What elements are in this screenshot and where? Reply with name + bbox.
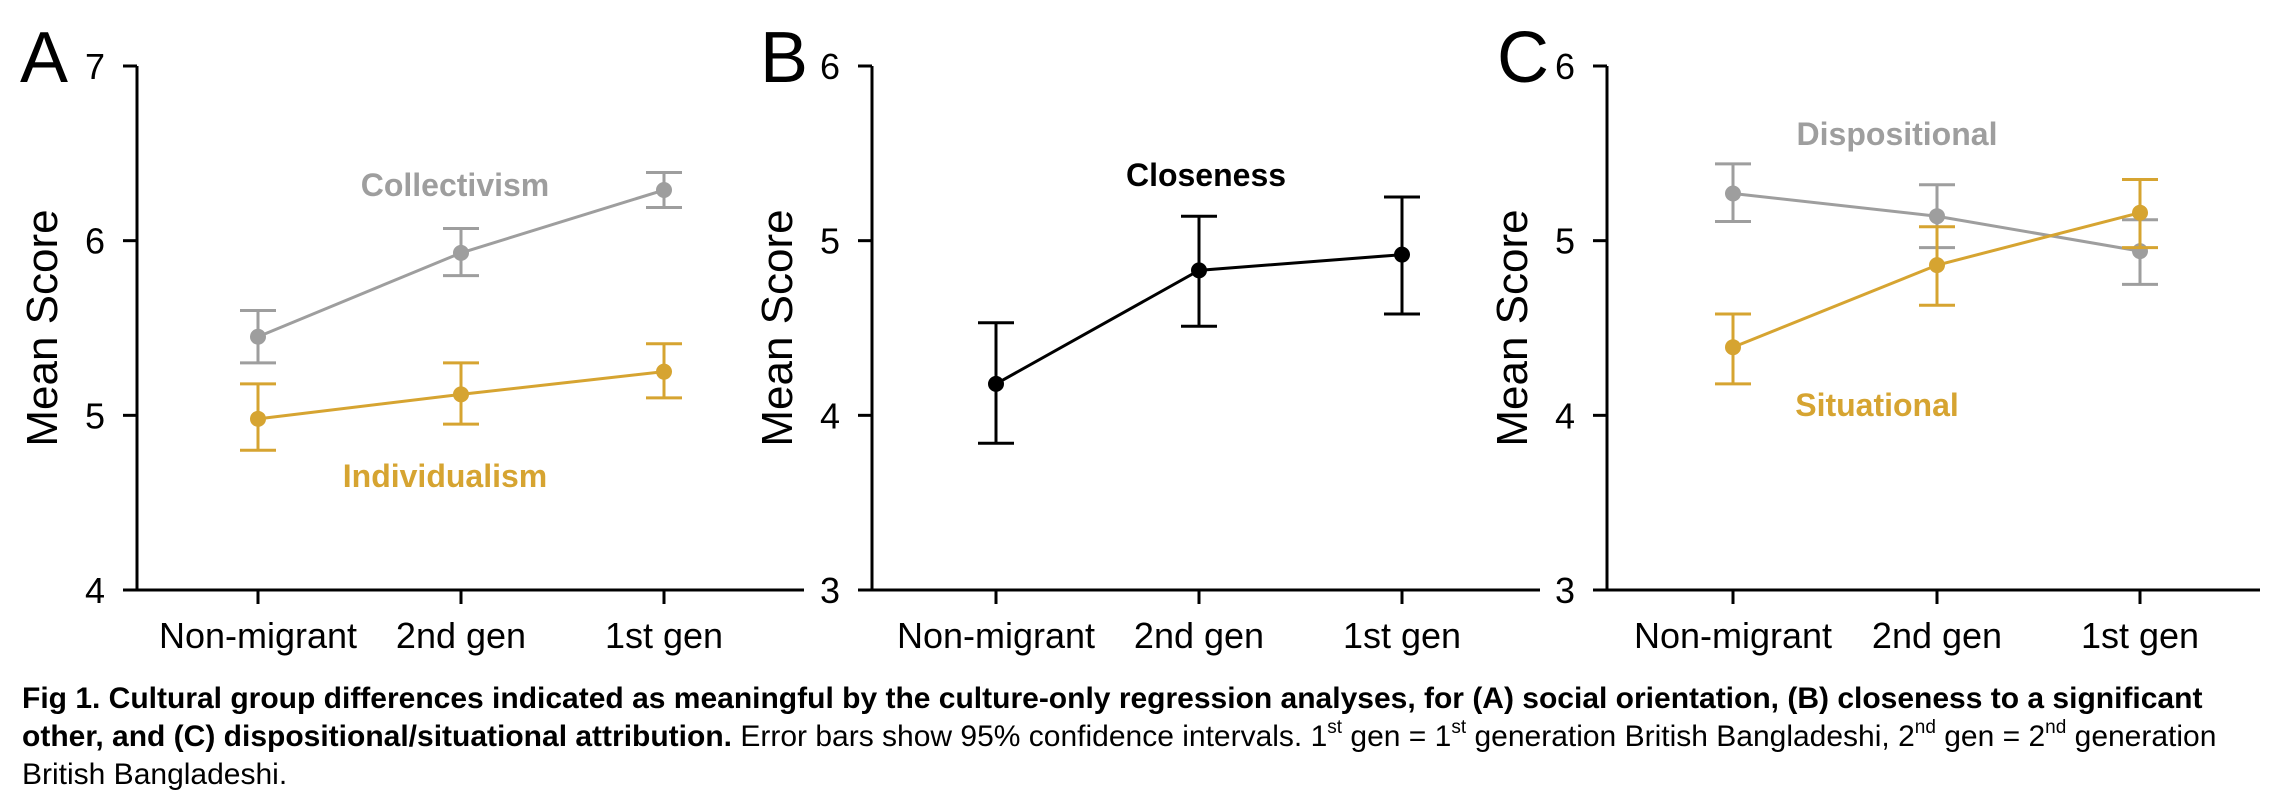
data-point bbox=[1725, 339, 1741, 356]
caption-text-5: generation British Bangladeshi. bbox=[22, 720, 2217, 791]
caption-sup-3: nd bbox=[1914, 717, 1936, 738]
caption-lead: Fig 1. Cultural group differences indica… bbox=[22, 682, 2203, 753]
data-point bbox=[1929, 208, 1945, 225]
y-tick-label: 3 bbox=[820, 570, 840, 611]
series-label: Individualism bbox=[343, 458, 547, 494]
data-point bbox=[656, 182, 672, 199]
panel-letter: A bbox=[20, 18, 68, 98]
x-tick-label: 1st gen bbox=[1343, 615, 1461, 656]
data-point bbox=[1191, 262, 1207, 279]
y-tick-label: 6 bbox=[85, 221, 105, 262]
caption-text-1: Error bars show 95% confidence intervals… bbox=[732, 720, 1328, 753]
x-tick-label: 2nd gen bbox=[396, 615, 526, 656]
x-tick-label: 1st gen bbox=[2081, 615, 2199, 656]
y-tick-label: 4 bbox=[85, 570, 105, 611]
data-point bbox=[1394, 246, 1410, 263]
series-label: Dispositional bbox=[1797, 116, 1998, 152]
caption-text-3: generation British Bangladeshi, 2 bbox=[1466, 720, 1915, 753]
caption-text-2: gen = 1 bbox=[1342, 720, 1452, 753]
caption-sup-1: st bbox=[1327, 717, 1343, 738]
panel-letter: B bbox=[760, 18, 808, 98]
data-point bbox=[453, 244, 469, 261]
data-point bbox=[1929, 257, 1945, 274]
y-tick-label: 6 bbox=[820, 46, 840, 87]
chart-panel-a: A 4 5 6 7 Non-migrant 2nd gen 1st gen Mean Score… bbox=[18, 18, 804, 656]
chart-panel-c: C 3 4 5 6 Non-migrant 2nd gen 1st gen Mean Score… bbox=[1488, 18, 2260, 656]
series-dispositional: Dispositional bbox=[1715, 116, 2158, 286]
y-axis-label: Mean Score bbox=[1488, 209, 1537, 446]
data-point bbox=[250, 328, 266, 345]
y-tick-label: 5 bbox=[85, 395, 105, 436]
caption-sup-4: nd bbox=[2045, 717, 2067, 738]
y-tick-label: 4 bbox=[820, 395, 840, 436]
data-point bbox=[453, 386, 469, 403]
data-point bbox=[2132, 204, 2148, 221]
series-closeness: Closeness bbox=[978, 157, 1420, 445]
x-tick-label: 1st gen bbox=[605, 615, 723, 656]
x-tick-label: Non-migrant bbox=[159, 615, 357, 656]
x-tick-label: 2nd gen bbox=[1872, 615, 2002, 656]
series-label: Collectivism bbox=[361, 167, 550, 203]
data-point bbox=[250, 410, 266, 427]
y-tick-label: 3 bbox=[1555, 570, 1575, 611]
chart-panel-b: B 3 4 5 6 Non-migrant 2nd gen 1st gen Mean Score… bbox=[753, 18, 1540, 656]
y-axis-label: Mean Score bbox=[753, 209, 802, 446]
y-axis-label: Mean Score bbox=[18, 209, 67, 446]
y-tick-label: 5 bbox=[820, 221, 840, 262]
series-collectivism: Collectivism bbox=[240, 167, 682, 365]
panel-letter: C bbox=[1497, 18, 1549, 98]
x-tick-label: Non-migrant bbox=[1634, 615, 1832, 656]
x-tick-label: 2nd gen bbox=[1134, 615, 1264, 656]
y-tick-label: 5 bbox=[1555, 221, 1575, 262]
y-tick-label: 6 bbox=[1555, 46, 1575, 87]
figure: A 4 5 6 7 Non-migrant 2nd gen 1st gen Mean Score… bbox=[18, 18, 2260, 656]
x-tick-label: Non-migrant bbox=[897, 615, 1095, 656]
caption-text-4: gen = 2 bbox=[1935, 720, 2046, 753]
data-point bbox=[988, 375, 1004, 392]
y-tick-label: 4 bbox=[1555, 395, 1575, 436]
series-individualism: Individualism bbox=[240, 342, 682, 494]
series-situational: Situational bbox=[1715, 178, 2158, 423]
data-point bbox=[656, 363, 672, 380]
data-point bbox=[1725, 185, 1741, 202]
y-tick-label: 7 bbox=[85, 46, 105, 87]
series-label: Situational bbox=[1795, 387, 1959, 423]
figure-caption: Fig 1. Cultural group differences indica… bbox=[22, 680, 2262, 794]
series-label: Closeness bbox=[1126, 157, 1286, 193]
caption-sup-2: st bbox=[1451, 717, 1467, 738]
